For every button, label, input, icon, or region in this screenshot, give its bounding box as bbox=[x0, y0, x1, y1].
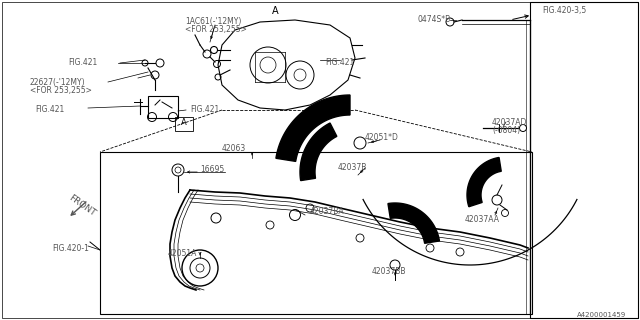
Text: 16695: 16695 bbox=[200, 165, 224, 174]
Text: A4200001459: A4200001459 bbox=[577, 312, 626, 318]
Text: FIG.420-1: FIG.420-1 bbox=[52, 244, 89, 253]
Circle shape bbox=[215, 74, 221, 80]
Text: 42051*D: 42051*D bbox=[365, 133, 399, 142]
Polygon shape bbox=[276, 95, 350, 161]
Text: 1AC61(-'12MY): 1AC61(-'12MY) bbox=[185, 17, 241, 26]
Bar bbox=[148, 96, 178, 118]
Text: FIG.421: FIG.421 bbox=[190, 105, 220, 114]
Circle shape bbox=[211, 46, 218, 53]
Text: FIG.421: FIG.421 bbox=[325, 58, 355, 67]
Text: 42037B: 42037B bbox=[338, 163, 367, 172]
Polygon shape bbox=[300, 123, 337, 180]
Text: 42037AA: 42037AA bbox=[465, 215, 500, 224]
Text: 42051A: 42051A bbox=[168, 249, 197, 258]
Bar bbox=[530, 2, 638, 318]
Text: FIG.421: FIG.421 bbox=[35, 105, 64, 114]
Text: 0474S*B: 0474S*B bbox=[418, 15, 451, 24]
Bar bbox=[175, 117, 193, 131]
Text: <FOR 253,255>: <FOR 253,255> bbox=[185, 25, 247, 34]
Text: 42037BB: 42037BB bbox=[372, 267, 406, 276]
Text: <FOR 253,255>: <FOR 253,255> bbox=[30, 86, 92, 95]
Text: (-0804): (-0804) bbox=[492, 126, 520, 135]
Polygon shape bbox=[467, 157, 501, 207]
Text: FIG.420-3,5: FIG.420-3,5 bbox=[542, 6, 586, 15]
Text: A: A bbox=[181, 118, 187, 127]
Text: A: A bbox=[272, 6, 278, 16]
Text: 42037BA: 42037BA bbox=[310, 207, 344, 216]
Circle shape bbox=[520, 124, 527, 132]
Text: 42063: 42063 bbox=[222, 144, 246, 153]
Polygon shape bbox=[388, 203, 440, 243]
Text: FIG.421: FIG.421 bbox=[68, 58, 97, 67]
Text: FRONT: FRONT bbox=[67, 193, 97, 218]
Text: 42037AD: 42037AD bbox=[492, 118, 527, 127]
Text: 22627(-'12MY): 22627(-'12MY) bbox=[30, 78, 86, 87]
Bar bbox=[100, 152, 532, 314]
